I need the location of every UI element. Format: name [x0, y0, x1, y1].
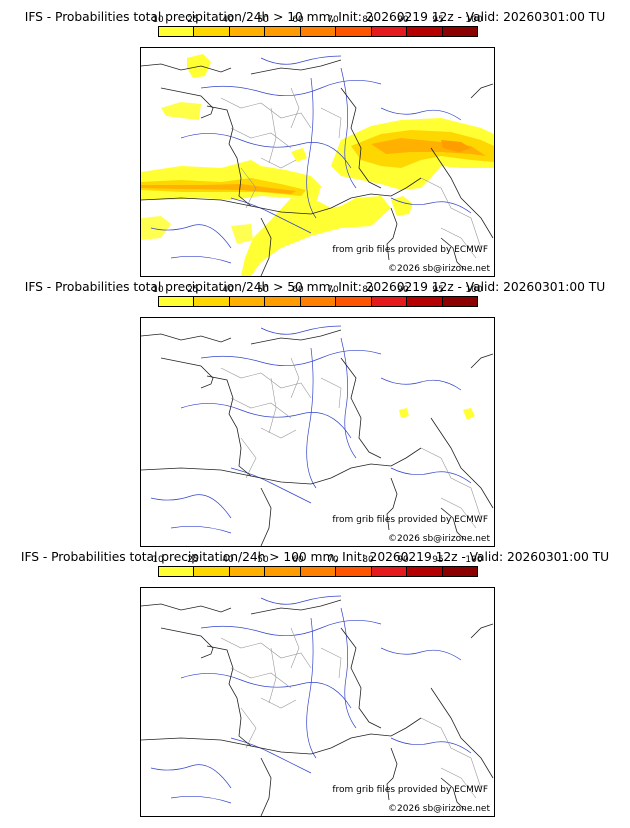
colorbar: [158, 566, 478, 577]
panel-10mm: IFS - Probabilities total precipitation/…: [0, 0, 630, 277]
colorbar-swatch: [193, 27, 229, 36]
tick-label: 95: [432, 555, 444, 565]
colorbar-swatch: [299, 567, 336, 576]
colorbar-swatch: [264, 297, 300, 306]
colorbar-swatch: [406, 27, 442, 36]
colorbar-swatch: [406, 297, 442, 306]
colorbar-swatch: [193, 567, 229, 576]
colorbar-swatch: [264, 27, 300, 36]
rivers: [150, 595, 472, 804]
copyright-credit: ©2026 sb@irizone.net: [388, 534, 490, 544]
copyright-credit: ©2026 sb@irizone.net: [388, 804, 490, 814]
source-credit: from grib files provided by ECMWF: [332, 245, 488, 255]
colorbar-swatch: [335, 297, 371, 306]
colorbar-swatch: [228, 27, 265, 36]
colorbar-swatch: [441, 567, 477, 576]
panel-title: IFS - Probabilities total precipitation/…: [24, 10, 606, 24]
colorbar-swatch: [441, 297, 477, 306]
colorbar-swatch: [370, 297, 407, 306]
tick-label: 60: [292, 15, 304, 25]
tick-label: 90: [397, 15, 409, 25]
panel-title: IFS - Probabilities total precipitation/…: [24, 280, 606, 294]
precip-field: [399, 408, 475, 420]
tick-label: 50: [257, 15, 269, 25]
colorbar-swatch: [335, 567, 371, 576]
tick-label: 80: [362, 285, 374, 295]
tick-label: 90: [397, 285, 409, 295]
map-france: from grib files provided by ECMWF ©2026 …: [140, 47, 495, 277]
source-credit: from grib files provided by ECMWF: [332, 515, 488, 525]
tick-label: 25: [187, 555, 199, 565]
colorbar-swatch: [159, 297, 194, 306]
panel-100mm: IFS - Probabilities total precipitation/…: [0, 540, 630, 817]
tick-label: 90: [397, 555, 409, 565]
colorbar-ticks: 10 25 40 50 60 70 80 90 95 100: [152, 285, 482, 296]
colorbar-swatch: [228, 297, 265, 306]
colorbar-swatch: [299, 27, 336, 36]
tick-label: 50: [257, 555, 269, 565]
tick-label: 25: [187, 15, 199, 25]
colorbar-ticks: 10 25 40 50 60 70 80 90 95 100: [152, 555, 482, 566]
rivers: [150, 55, 472, 264]
colorbar-swatch: [335, 27, 371, 36]
colorbar: [158, 26, 478, 37]
colorbar-swatch: [159, 27, 194, 36]
colorbar-swatch: [406, 567, 442, 576]
precip-field: [141, 54, 494, 276]
admin-borders: [220, 357, 482, 529]
colorbar-swatch: [299, 297, 336, 306]
rivers: [150, 325, 472, 534]
colorbar-swatch: [441, 27, 477, 36]
colorbar-swatch: [193, 297, 229, 306]
colorbar-swatch: [228, 567, 265, 576]
map-france: from grib files provided by ECMWF ©2026 …: [140, 587, 495, 817]
tick-label: 95: [432, 15, 444, 25]
tick-label: 70: [327, 285, 339, 295]
coastlines: [141, 329, 494, 546]
colorbar-swatch: [370, 567, 407, 576]
tick-label: 50: [257, 285, 269, 295]
coastlines: [141, 59, 494, 276]
panel-title: IFS - Probabilities total precipitation/…: [20, 550, 610, 564]
colorbar: [158, 296, 478, 307]
tick-label: 40: [222, 285, 234, 295]
copyright-credit: ©2026 sb@irizone.net: [388, 264, 490, 274]
panel-50mm: IFS - Probabilities total precipitation/…: [0, 270, 630, 547]
tick-label: 10: [152, 285, 164, 295]
tick-label: 80: [362, 555, 374, 565]
colorbar-swatch: [159, 567, 194, 576]
tick-label: 25: [187, 285, 199, 295]
tick-label: 40: [222, 15, 234, 25]
tick-label: 10: [152, 15, 164, 25]
tick-label: 60: [292, 285, 304, 295]
tick-label: 60: [292, 555, 304, 565]
tick-label: 100: [465, 555, 483, 565]
tick-label: 80: [362, 15, 374, 25]
map-france: from grib files provided by ECMWF ©2026 …: [140, 317, 495, 547]
tick-label: 70: [327, 15, 339, 25]
source-credit: from grib files provided by ECMWF: [332, 785, 488, 795]
colorbar-ticks: 10 25 40 50 60 70 80 90 95 100: [152, 15, 482, 26]
colorbar-swatch: [264, 567, 300, 576]
admin-borders: [220, 87, 482, 259]
tick-label: 70: [327, 555, 339, 565]
tick-label: 95: [432, 285, 444, 295]
admin-borders: [220, 627, 482, 799]
tick-label: 10: [152, 555, 164, 565]
colorbar-swatch: [370, 27, 407, 36]
coastlines: [141, 599, 494, 816]
tick-label: 40: [222, 555, 234, 565]
tick-label: 100: [465, 15, 483, 25]
tick-label: 100: [465, 285, 483, 295]
